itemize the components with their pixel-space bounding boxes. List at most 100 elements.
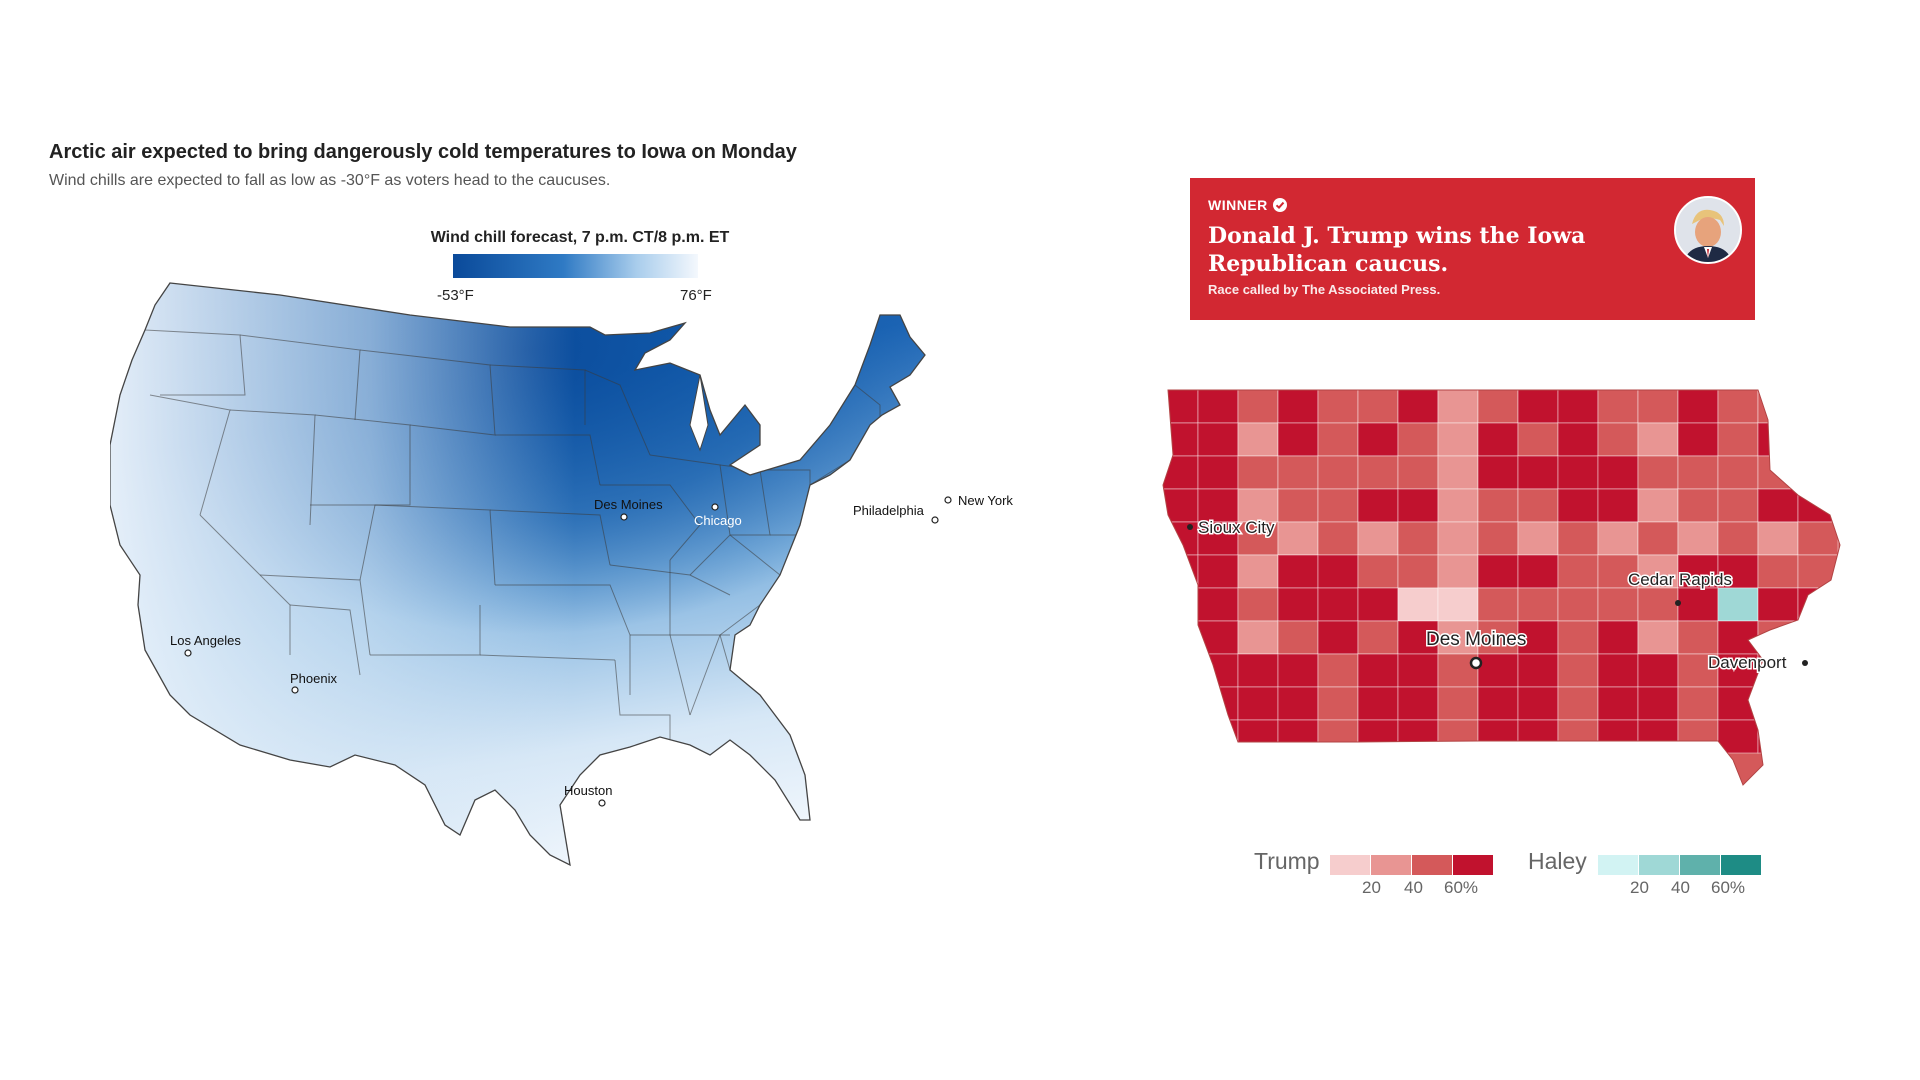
county-cell (1437, 719, 1479, 754)
city-marker-phoenix: Phoenix (290, 671, 337, 694)
county-cell (1163, 620, 1199, 655)
haley-swatch (1598, 855, 1638, 875)
county-cell (1677, 422, 1719, 457)
county-cell (1677, 719, 1719, 754)
city-label-los-angeles: Los Angeles (170, 633, 241, 648)
county-cell (1397, 422, 1439, 457)
map-headline: Arctic air expected to bring dangerously… (49, 141, 797, 163)
county-cell (1197, 587, 1239, 622)
map-subheadline: Wind chills are expected to fall as low … (49, 172, 611, 189)
county-cell (1397, 587, 1439, 622)
county-cell (1317, 521, 1359, 556)
county-cell (1717, 390, 1759, 424)
county-cell (1357, 686, 1399, 721)
county-cell (1277, 554, 1319, 589)
county-cell (1163, 554, 1199, 589)
county-cell (1677, 554, 1719, 589)
county-cell (1757, 620, 1799, 655)
county-cell (1317, 686, 1359, 721)
county-cell (1677, 488, 1719, 523)
haley-tick-40: 40 (1671, 878, 1690, 897)
county-cell (1397, 455, 1439, 490)
haley-swatch (1680, 855, 1720, 875)
county-cell (1557, 620, 1599, 655)
county-cell (1237, 554, 1279, 589)
county-cell (1517, 620, 1559, 655)
county-cell (1637, 686, 1679, 721)
city-marker-houston: Houston (564, 783, 612, 807)
county-cell (1397, 719, 1439, 754)
trump-tick-40: 40 (1404, 878, 1423, 897)
trump-swatch (1453, 855, 1493, 875)
county-cell (1477, 390, 1519, 424)
city-marker-los-angeles: Los Angeles (170, 633, 241, 657)
city-label-chicago: Chicago (694, 513, 742, 528)
county-cell (1317, 653, 1359, 688)
county-cell (1757, 488, 1799, 523)
county-cell (1517, 422, 1559, 457)
county-cell (1557, 422, 1599, 457)
county-cell (1163, 653, 1199, 688)
county-cell (1277, 653, 1319, 688)
county-cell (1163, 587, 1199, 622)
haley-swatch (1639, 855, 1679, 875)
county-cell (1357, 455, 1399, 490)
wind-chill-min-label: -53°F (437, 287, 474, 304)
county-cell (1437, 521, 1479, 556)
county-cell (1717, 653, 1759, 688)
county-cell (1357, 390, 1399, 424)
county-cell (1237, 620, 1279, 655)
city-marker-des-moines: Des Moines (594, 497, 663, 521)
county-cell (1797, 455, 1839, 490)
county-cell (1597, 488, 1639, 523)
county-cell (1517, 390, 1559, 424)
city-marker-chicago: Chicago (694, 503, 742, 528)
county-cell (1477, 719, 1519, 754)
county-cell (1237, 719, 1279, 754)
county-cell (1797, 653, 1839, 688)
county-cell (1277, 587, 1319, 622)
trump-tick-20: 20 (1362, 878, 1381, 897)
haley-swatch (1721, 855, 1761, 875)
county-cell (1197, 390, 1239, 424)
county-cell (1717, 488, 1759, 523)
county-cell (1717, 587, 1759, 622)
city-label-houston: Houston (564, 783, 612, 798)
county-cell (1163, 719, 1199, 754)
county-cell (1517, 455, 1559, 490)
county-cell (1517, 587, 1559, 622)
county-cell (1477, 620, 1519, 655)
county-cell (1357, 488, 1399, 523)
county-cell (1237, 455, 1279, 490)
county-cell (1237, 587, 1279, 622)
wind-chill-legend-title: Wind chill forecast, 7 p.m. CT/8 p.m. ET (430, 229, 730, 246)
county-cell (1397, 521, 1439, 556)
us-wind-chill-map: Des Moines Chicago Philadelphia New York… (110, 282, 1013, 866)
county-cell (1317, 554, 1359, 589)
county-cell (1717, 455, 1759, 490)
county-cell (1237, 686, 1279, 721)
city-label-phoenix: Phoenix (290, 671, 337, 686)
county-cell (1677, 620, 1719, 655)
county-cell (1277, 455, 1319, 490)
county-cell (1437, 488, 1479, 523)
city-marker-davenport: Davenport (1707, 652, 1808, 674)
haley-legend-label: Haley (1528, 848, 1587, 874)
county-cell (1517, 521, 1559, 556)
county-cell (1557, 719, 1599, 754)
county-cell (1163, 422, 1199, 457)
county-cell (1597, 422, 1639, 457)
county-cell (1797, 719, 1839, 754)
county-cell (1797, 390, 1839, 424)
county-cell (1197, 554, 1239, 589)
county-cell (1517, 653, 1559, 688)
county-cell (1317, 488, 1359, 523)
county-cell (1357, 521, 1399, 556)
city-marker-new-york: New York (944, 493, 1013, 508)
county-cell (1597, 587, 1639, 622)
county-cell (1317, 422, 1359, 457)
county-cell (1637, 587, 1679, 622)
county-cell (1237, 653, 1279, 688)
county-cell (1637, 455, 1679, 490)
county-cell (1637, 521, 1679, 556)
